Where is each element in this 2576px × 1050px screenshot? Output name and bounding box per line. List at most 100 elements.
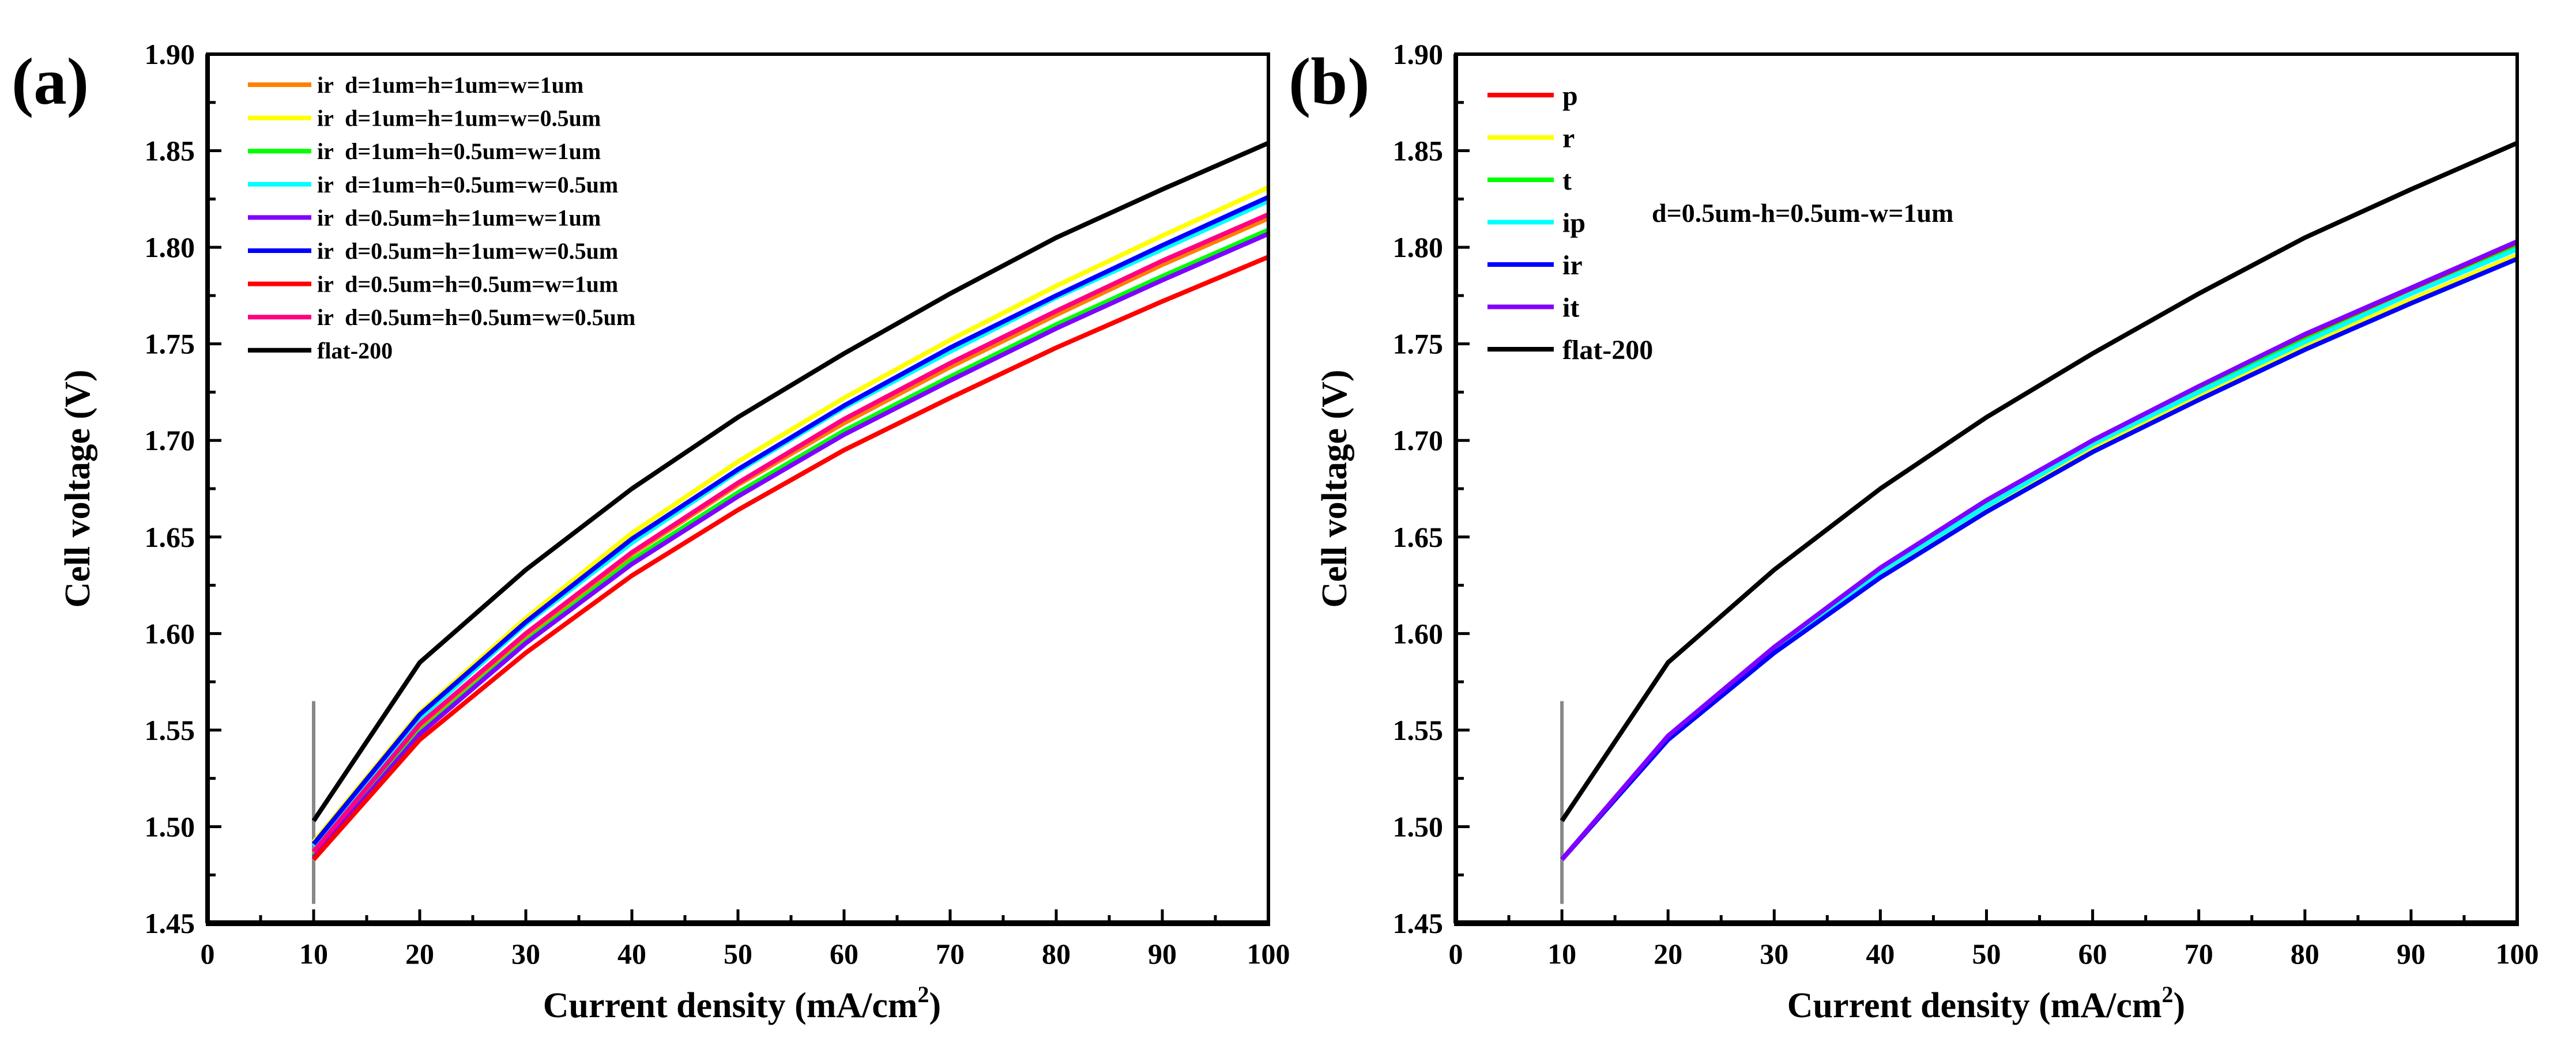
x-tick-label: 40 — [1866, 938, 1895, 970]
legend-label: ir d=0.5um=h=1um=w=0.5um — [317, 238, 618, 264]
x-tick-label: 0 — [1449, 938, 1463, 970]
series-line-7 — [311, 212, 1270, 853]
y-tick-label: 1.70 — [145, 424, 195, 456]
legend-item: ir d=1um=h=1um=w=1um — [248, 72, 583, 98]
legend-item: ir d=1um=h=0.5um=w=1um — [248, 138, 601, 164]
x-tick-label: 70 — [2185, 938, 2213, 970]
x-tick-label: 100 — [2496, 938, 2539, 970]
x-tick-label: 50 — [724, 938, 752, 970]
series-line-2 — [1560, 245, 2518, 862]
y-tick-label: 1.90 — [145, 38, 195, 70]
x-tick-label: 60 — [830, 938, 858, 970]
legend-label: flat-200 — [317, 338, 393, 364]
series-line-6 — [312, 255, 1270, 862]
legend-item: ir d=0.5um=h=1um=w=1um — [248, 205, 601, 231]
x-tick-label: 10 — [299, 938, 328, 970]
legend-label: ir d=0.5um=h=1um=w=1um — [317, 205, 601, 231]
annotation: d=0.5um-h=0.5um-w=1um — [1652, 198, 1953, 228]
legend-item: ir d=0.5um=h=1um=w=0.5um — [248, 238, 618, 264]
y-tick-label: 1.55 — [1393, 714, 1444, 746]
legend-label: ir d=0.5um=h=0.5um=w=1um — [317, 271, 618, 297]
legend-item: ir d=1um=h=0.5um=w=0.5um — [248, 172, 618, 198]
y-tick-label: 1.85 — [1393, 135, 1444, 167]
x-tick-label: 100 — [1247, 938, 1290, 970]
x-axis-title-main: Current density (mA/cm — [543, 986, 918, 1025]
x-tick-label: 20 — [405, 938, 434, 970]
legend-label: ir — [1562, 250, 1583, 281]
panel-label: (a) — [12, 45, 89, 118]
x-tick-label: 70 — [936, 938, 965, 970]
legend-label: ir d=0.5um=h=0.5um=w=0.5um — [317, 304, 635, 330]
y-tick-label: 1.90 — [1393, 38, 1444, 70]
series-line-4 — [311, 231, 1270, 859]
legend-item: ir d=1um=h=1um=w=0.5um — [248, 105, 601, 131]
panel-a: (a) Cell voltage (V) Current density (mA… — [12, 38, 1290, 1025]
legend-item: ip — [1487, 207, 1585, 238]
legend-item: r — [1487, 123, 1575, 153]
legend-item: ir d=0.5um=h=0.5um=w=1um — [248, 271, 618, 297]
legend-label: flat-200 — [1562, 335, 1653, 365]
series-line-4 — [1560, 256, 2518, 862]
y-tick-label: 1.65 — [145, 521, 195, 553]
legend-item: ir — [1487, 250, 1583, 281]
y-tick-label: 1.45 — [145, 907, 195, 939]
legend-label: r — [1562, 123, 1575, 153]
y-tick-label: 1.75 — [145, 328, 195, 360]
x-axis-title-close: ) — [2174, 986, 2186, 1025]
legend: prt ip ir it flat-200 — [1487, 81, 1653, 365]
y-tick-label: 1.70 — [1393, 424, 1444, 456]
series-line-6 — [1560, 141, 2518, 822]
series-line-5 — [311, 195, 1270, 846]
x-axis-title-close: ) — [929, 986, 941, 1025]
y-axis-title: Cell voltage (V) — [1315, 369, 1354, 607]
series-line-3 — [1560, 247, 2518, 862]
y-axis-title: Cell voltage (V) — [58, 369, 97, 607]
y-tick-label: 1.65 — [1393, 521, 1444, 553]
y-tick-label: 1.60 — [1393, 617, 1444, 649]
legend-label: it — [1562, 292, 1579, 323]
x-tick-label: 40 — [617, 938, 646, 970]
series-line-1 — [1560, 252, 2518, 862]
legend-label: ir d=1um=h=0.5um=w=1um — [317, 138, 601, 164]
x-tick-label: 60 — [2078, 938, 2107, 970]
x-tick-label: 10 — [1547, 938, 1576, 970]
panel-label: (b) — [1289, 45, 1370, 118]
y-tick-label: 1.85 — [145, 135, 195, 167]
y-tick-label: 1.80 — [145, 231, 195, 263]
legend: ir d=1um=h=1um=w=1um ir d=1um=h=1um=w=0.5… — [248, 72, 635, 364]
x-tick-label: 90 — [1148, 938, 1177, 970]
x-axis-title-sup: 2 — [2162, 981, 2174, 1007]
legend-item: t — [1487, 165, 1572, 196]
x-tick-label: 20 — [1654, 938, 1682, 970]
x-axis-title: Current density (mA/cm2) — [543, 981, 941, 1025]
x-tick-label: 50 — [1972, 938, 2001, 970]
legend-item: ir d=0.5um=h=0.5um=w=0.5um — [248, 304, 635, 330]
legend-label: t — [1562, 165, 1572, 196]
x-tick-label: 90 — [2397, 938, 2426, 970]
legend-label: ir d=1um=h=1um=w=0.5um — [317, 105, 601, 131]
y-tick-label: 1.60 — [145, 617, 195, 649]
y-tick-label: 1.75 — [1393, 328, 1444, 360]
y-tick-label: 1.45 — [1393, 907, 1444, 939]
series-line-5 — [1560, 239, 2518, 862]
legend-label: ir d=1um=h=0.5um=w=0.5um — [317, 172, 618, 198]
legend-item: it — [1487, 292, 1579, 323]
y-tick-label: 1.55 — [145, 714, 195, 746]
y-tick-label: 1.50 — [1393, 810, 1444, 843]
y-tick-label: 1.80 — [1393, 231, 1444, 263]
series-line-8 — [311, 141, 1270, 822]
x-tick-label: 80 — [1042, 938, 1071, 970]
legend-item: flat-200 — [1487, 335, 1653, 365]
x-tick-label: 30 — [511, 938, 540, 970]
x-tick-label: 30 — [1760, 938, 1788, 970]
x-axis-title-sup: 2 — [918, 981, 929, 1007]
legend-label: p — [1562, 81, 1578, 111]
x-axis-title: Current density (mA/cm2) — [1787, 981, 2185, 1025]
x-axis-title-main: Current density (mA/cm — [1787, 986, 2162, 1025]
series-line-0 — [1560, 241, 2518, 862]
legend-label: ip — [1562, 207, 1585, 238]
legend-label: ir d=1um=h=1um=w=1um — [317, 72, 583, 98]
panel-b: (b) Cell voltage (V) Current density (mA… — [1289, 38, 2539, 1025]
x-tick-label: 0 — [201, 938, 215, 970]
